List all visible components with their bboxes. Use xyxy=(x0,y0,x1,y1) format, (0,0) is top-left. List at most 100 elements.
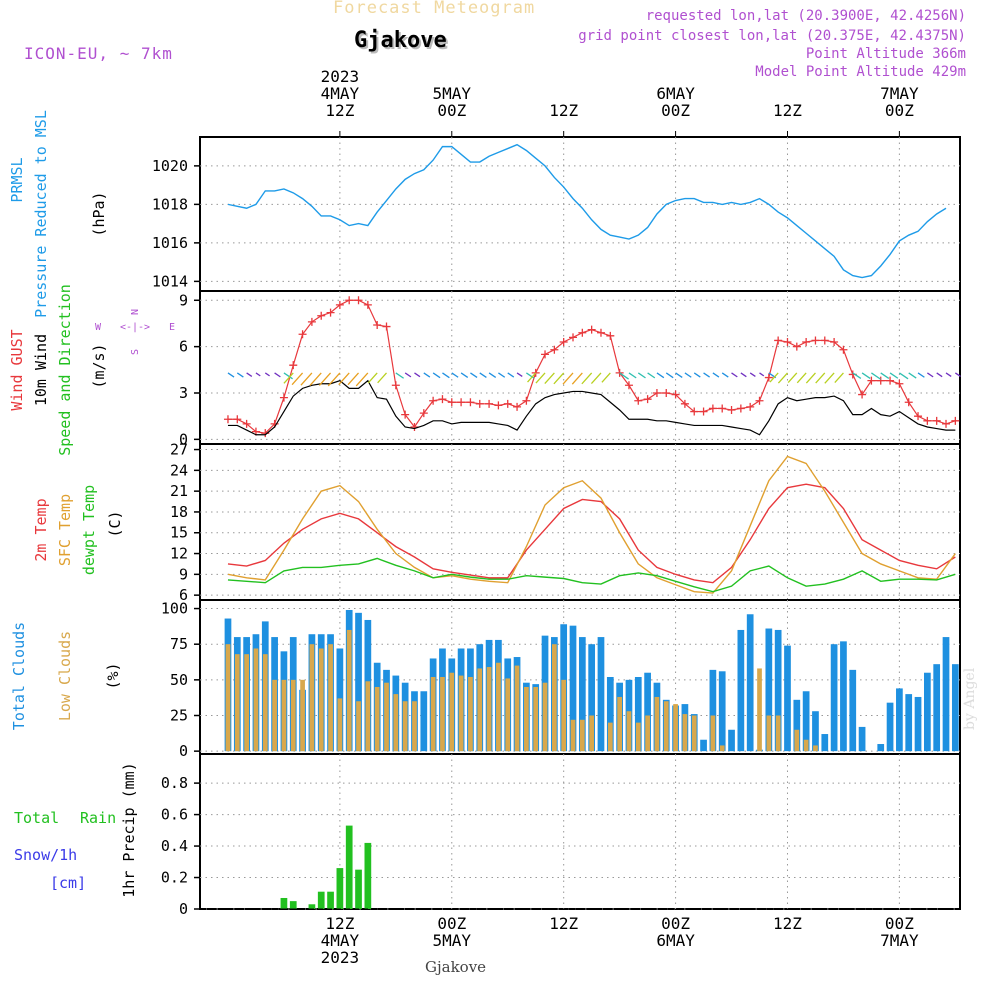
wind-direction-arrow xyxy=(544,372,555,385)
low-cloud-bar xyxy=(309,644,315,752)
wind-gust-point xyxy=(578,328,587,337)
pressure-line xyxy=(227,143,947,279)
wind-direction-arrow xyxy=(908,372,917,379)
wind-direction-arrow xyxy=(777,372,788,384)
wind-direction-arrow xyxy=(581,372,593,385)
low-cloud-bar xyxy=(449,672,455,752)
wind-direction-arrow xyxy=(665,372,674,379)
low-cloud-bar xyxy=(673,704,678,752)
wind-direction-arrow xyxy=(926,372,934,378)
wind-direction-arrow xyxy=(227,372,235,378)
total-cloud-bar xyxy=(905,694,913,752)
wind-gust-point xyxy=(634,396,643,405)
precip-snow-label: Snow/1h xyxy=(14,846,77,864)
y-tick-label-clouds: 75 xyxy=(170,635,188,653)
wind-gust-point xyxy=(522,396,531,405)
location-title: Gjakove xyxy=(354,28,447,53)
low-cloud-bar xyxy=(654,696,660,752)
wind-gust-point xyxy=(876,376,885,385)
y-tick-label-temp: 21 xyxy=(170,482,188,500)
wind-gust-point xyxy=(932,416,941,425)
wind-gust-point xyxy=(335,300,344,309)
wind-direction-arrow xyxy=(309,372,322,386)
temp-2m-line xyxy=(227,483,956,584)
top-time-label: 4MAY xyxy=(321,84,360,103)
wind-gust-point xyxy=(820,336,829,345)
low-cloud-bar xyxy=(794,729,800,752)
temp-unit: (C) xyxy=(106,510,124,537)
y-tick-label-precip: 0.4 xyxy=(161,837,188,855)
low-cloud-bar xyxy=(253,648,259,752)
wind-direction-arrow xyxy=(834,372,844,383)
low-cloud-bar xyxy=(290,679,296,752)
wind-direction-arrow xyxy=(338,372,350,386)
rain-bar xyxy=(280,897,288,909)
wind-direction-arrow xyxy=(601,372,611,383)
model-name: ICON-EU, ~ 7km xyxy=(24,44,173,63)
wind-gust-point xyxy=(298,330,307,339)
wind-gust-point xyxy=(923,416,932,425)
total-cloud-bar xyxy=(942,637,950,752)
wind-direction-arrow xyxy=(656,372,665,379)
compass-arrow: <-|-> xyxy=(120,322,150,333)
watermark: by Angel xyxy=(962,667,978,730)
bottom-time-label: 00Z xyxy=(661,914,690,933)
wind-gust-point xyxy=(652,389,661,397)
wind-gust-point xyxy=(233,415,242,424)
pressure-unit: (hPa) xyxy=(90,191,108,236)
wind-direction-arrow xyxy=(628,372,637,379)
wind-direction-arrow xyxy=(562,372,574,385)
y-tick-label-temp: 15 xyxy=(170,524,188,542)
top-time-label: 00Z xyxy=(437,101,466,120)
sfc-temp-line xyxy=(227,455,956,594)
low-cloud-bar xyxy=(542,682,548,752)
wind-gust-point xyxy=(419,409,428,418)
wind-direction-arrow xyxy=(647,372,656,379)
y-tick-label-temp: 27 xyxy=(170,441,188,459)
wind-gust-point xyxy=(755,396,764,405)
wind-direction-arrow xyxy=(954,372,961,378)
wind-gust-point xyxy=(587,325,596,334)
wind-direction-arrow xyxy=(327,372,341,387)
low-cloud-bar xyxy=(505,678,511,752)
precip-unit: 1hr Precip (mm) xyxy=(120,762,138,897)
low-cloud-bar xyxy=(244,654,249,752)
wind-gust-point xyxy=(354,296,363,305)
low-clouds-label: Low Clouds xyxy=(56,631,74,721)
rain-bar xyxy=(289,901,297,909)
bottom-time-label: 4MAY xyxy=(321,931,360,950)
bottom-time-label: 00Z xyxy=(437,914,466,933)
wind-gust-point xyxy=(643,395,652,404)
wind-gust-point xyxy=(727,406,736,414)
low-cloud-bar xyxy=(402,701,408,752)
wind-direction-arrow xyxy=(899,372,909,380)
low-cloud-bar xyxy=(645,715,650,752)
wind-direction-arrow xyxy=(367,372,378,384)
total-cloud-bar xyxy=(886,702,894,752)
wind-gust-point xyxy=(764,373,773,382)
y-tick-label-precip: 0.6 xyxy=(161,806,188,824)
top-time-label: 12Z xyxy=(773,101,802,120)
low-cloud-bar xyxy=(607,722,613,752)
wind-gust-point xyxy=(895,379,904,388)
y-tick-label-clouds: 25 xyxy=(170,707,188,725)
wind-direction-arrow xyxy=(731,372,738,378)
wind-gust-point xyxy=(345,296,354,305)
low-cloud-bar xyxy=(374,686,380,752)
total-cloud-bar xyxy=(588,644,596,752)
y-tick-label-precip: 0 xyxy=(179,900,188,918)
pressure-label-b: Pressure Reduced to MSL xyxy=(32,110,50,318)
total-cloud-bar xyxy=(840,641,847,752)
total-cloud-bar xyxy=(737,629,745,752)
wind-gust-point xyxy=(792,342,801,351)
low-cloud-bar xyxy=(551,644,557,752)
total-cloud-bar xyxy=(644,672,651,752)
wind-direction-arrow xyxy=(861,372,871,379)
wind-gust-point xyxy=(690,407,699,416)
wind-gust-point xyxy=(401,410,410,419)
total-cloud-bar xyxy=(355,612,362,752)
wind-gust-point xyxy=(373,321,382,329)
y-tick-label-wind: 3 xyxy=(179,384,188,402)
precip-total-label: Total xyxy=(14,809,59,827)
